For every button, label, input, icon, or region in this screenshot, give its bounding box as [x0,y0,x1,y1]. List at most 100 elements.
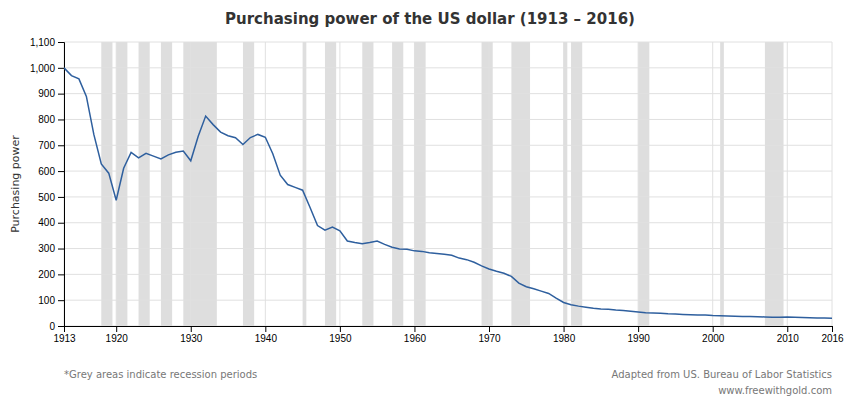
y-tick: 500 [38,192,64,203]
recession-band [303,42,307,326]
x-grid-line [190,42,191,326]
x-tick-label: 2000 [702,333,725,344]
y-tick-mark [58,94,64,95]
x-tick-mark [191,326,192,332]
y-tick-label: 400 [38,217,55,228]
y-grid-line [64,119,832,120]
recession-band [362,42,373,326]
y-axis: 0 100 200 300 400 500 600 700 800 900 1,000 1,100 [30,37,65,332]
y-tick-mark [58,274,64,275]
recession-band [101,42,112,326]
footnote: www.freewithgold.com [718,385,832,396]
x-tick-label: 1930 [180,333,203,344]
recession-band [638,42,649,326]
x-tick: 1980 [553,326,576,344]
y-tick-mark [58,119,64,120]
recession-band [139,42,150,326]
y-grid-line [64,42,832,43]
y-tick: 1,100 [30,37,64,48]
x-grid-line [638,42,639,326]
x-tick: 1960 [404,326,427,344]
x-tick: 1990 [628,326,651,344]
plot: 1913192019301940195019601970198019902000… [30,37,844,344]
y-tick-label: 0 [49,321,55,332]
y-tick: 1,000 [30,63,64,74]
x-grid-line [832,42,833,326]
y-grid-line [64,222,832,223]
x-grid-line [265,42,266,326]
y-grid-line [64,67,832,68]
x-grid-line [563,42,564,326]
y-grid-line [64,93,832,94]
y-tick-label: 100 [38,295,55,306]
x-axis-line [65,327,833,333]
x-tick-label: 1960 [404,333,427,344]
y-tick-mark [58,223,64,224]
y-tick-label: 900 [38,88,55,99]
x-tick-label: 1940 [255,333,278,344]
x-tick-label: 1990 [628,333,651,344]
y-tick: 700 [38,140,64,151]
grid [64,42,832,326]
x-tick: 1913 [53,326,76,344]
x-tick-mark [414,326,415,332]
x-tick-mark [713,326,714,332]
y-tick: 800 [38,114,64,125]
y-grid-line [64,196,832,197]
y-tick: 100 [38,295,64,306]
x-tick-mark [638,326,639,332]
y-tick-label: 300 [38,243,55,254]
x-tick-label: 2010 [777,333,800,344]
title: Purchasing power of the US dollar (1913 … [225,10,635,28]
y-tick-mark [58,249,64,250]
y-tick: 200 [38,269,64,280]
y-tick-mark [58,326,64,327]
x-grid-line [116,42,117,326]
x-tick: 1950 [329,326,352,344]
recession-layer [101,42,783,326]
y-tick: 600 [38,166,64,177]
recession-band [392,42,403,326]
y-tick-mark [58,42,64,43]
y-tick-mark [58,145,64,146]
y-grid-line [64,300,832,301]
x-tick-label: 2016 [821,333,844,344]
x-tick-mark [340,326,341,332]
recession-band [482,42,493,326]
x-tick: 2016 [821,326,844,344]
x-tick-mark [265,326,266,332]
recession-band [571,42,582,326]
y-tick-label: 700 [38,140,55,151]
x-tick-label: 1920 [106,333,129,344]
x-tick-label: 1970 [478,333,501,344]
x-grid-line [712,42,713,326]
footnote: *Grey areas indicate recession periods [64,369,257,380]
recession-band [161,42,172,326]
x-axis: 1913 1920 1930 1940 1950 1960 1970 1980 1990 2000… [53,326,844,344]
y-tick-mark [58,197,64,198]
recession-band [116,42,127,326]
y-tick-mark [58,171,64,172]
y-tick-mark [58,300,64,301]
recession-band [765,42,784,326]
x-tick-mark [564,326,565,332]
x-grid-line [489,42,490,326]
y-grid-line [64,145,832,146]
y-tick-label: 1,000 [30,63,55,74]
x-tick: 1940 [255,326,278,344]
footnote: Adapted from US. Bureau of Labor Statist… [612,369,832,380]
x-tick-mark [489,326,490,332]
y-grid-line [64,171,832,172]
x-tick: 2010 [777,326,800,344]
x-tick-mark [787,326,788,332]
y-grid-line [64,248,832,249]
chart: 1913192019301940195019601970198019902000… [0,0,860,404]
x-tick-mark [832,326,833,332]
y-tick-label: 1,100 [30,37,55,48]
x-grid-line [414,42,415,326]
y-tick: 0 [49,321,64,332]
x-tick-mark [116,326,117,332]
recession-band [243,42,254,326]
x-grid-line [339,42,340,326]
x-tick: 1930 [180,326,203,344]
